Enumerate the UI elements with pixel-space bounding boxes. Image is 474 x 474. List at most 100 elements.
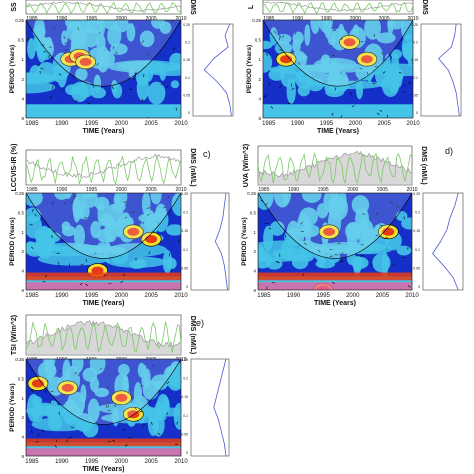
phase-arrow <box>331 112 334 116</box>
phase-arrow <box>360 244 364 246</box>
heatmap-blob-cyan <box>46 363 54 383</box>
wavelet-frame <box>257 192 413 291</box>
gws-frame <box>420 23 462 117</box>
cone-of-influence <box>26 359 181 425</box>
wavelet-xtick-label: 2000 <box>115 121 129 127</box>
phase-arrow <box>120 281 124 283</box>
phase-arrow <box>408 81 412 85</box>
wavelet-ytick-label: 8 <box>21 288 24 293</box>
phase-arrow <box>52 85 54 90</box>
phase-arrow <box>134 407 137 410</box>
heatmap-blob-cyan <box>82 25 100 48</box>
phase-arrow <box>178 239 180 243</box>
heatmap-blob-cyan <box>169 370 181 388</box>
phase-arrow <box>112 439 116 442</box>
series-line-gray <box>262 1 414 12</box>
significance-contour <box>27 376 49 391</box>
heatmap-band-cyan <box>269 64 339 75</box>
wavelet-ytick-label: 4 <box>21 96 24 101</box>
phase-arrow <box>83 217 87 219</box>
timeseries-xtick-label: 2010 <box>175 187 186 193</box>
phase-arrow <box>115 51 118 55</box>
wavelet-ytick-label: 8 <box>21 116 24 121</box>
gws-tick-label: 0.25 <box>181 192 188 196</box>
heatmap-hot-zone <box>61 383 74 392</box>
heatmap-blob-cyan <box>274 41 292 55</box>
heatmap-blob-cyan <box>104 219 118 243</box>
gws-line <box>213 358 227 457</box>
wavelet-frame <box>25 19 182 119</box>
heatmap-blob-cyan <box>71 359 84 374</box>
gws-tick-label: 0.2 <box>183 211 188 215</box>
heatmap-blob-cyan <box>401 217 412 230</box>
heatmap-blob-cyan <box>113 20 129 33</box>
panel-c: LCCVIS-IR (%) DMS (nM/L) 1985 1990 1995 2000 2… <box>9 144 230 307</box>
phase-arrow <box>142 221 145 225</box>
timeseries-ylabel: L <box>248 4 255 9</box>
phase-arrow <box>131 211 135 214</box>
wavelet-xtick-label: 2005 <box>145 121 159 127</box>
gws-tick-label: 0.25 <box>181 358 188 362</box>
wavelet-ytick-label: 0.5 <box>18 38 25 43</box>
heatmap-blob-cyan <box>82 367 98 382</box>
significance-contour <box>111 390 132 406</box>
wavelet-xtick-label: 2000 <box>115 459 129 465</box>
panel-e: TSI (W/m^2)DMS (nM/L)1985199019952000200… <box>9 314 230 473</box>
heatmap-low-band <box>26 104 181 118</box>
significance-contour <box>123 224 144 240</box>
timeseries-y2label: DMS <box>421 0 428 15</box>
heatmap-blob-cyan <box>94 196 110 211</box>
heatmap-blob-cyan <box>139 30 155 48</box>
phase-arrow <box>123 201 127 203</box>
timeseries-xtick-label: 1990 <box>56 187 67 193</box>
gws-tick-label: 0.15 <box>183 58 190 62</box>
phase-arrow <box>332 281 335 284</box>
phase-arrow <box>167 195 170 199</box>
phase-arrow <box>85 283 89 286</box>
phase-arrow <box>107 386 110 390</box>
gws-tick-label: 0 <box>188 111 190 115</box>
timeseries-xtick-label: 1995 <box>318 187 329 193</box>
cone-of-influence <box>26 193 181 259</box>
wavelet-ytick-label: 2 <box>21 415 24 420</box>
phase-arrow <box>351 105 355 108</box>
timeseries-xtick-label: 2005 <box>146 16 157 22</box>
wavelet-ytick-label: 0.5 <box>255 38 262 43</box>
phase-arrow <box>57 261 59 265</box>
phase-arrow <box>317 249 321 253</box>
heatmap-blob-cyan <box>304 217 312 244</box>
gws-line <box>432 192 459 291</box>
wavelet-xtick-label: 2010 <box>174 293 188 299</box>
gws-line <box>203 23 232 117</box>
wavelet-ytick-label: 0.25 <box>15 191 24 196</box>
heatmap-blob-cyan <box>151 20 165 29</box>
wavelet-ytick-label: 0.25 <box>252 18 261 23</box>
phase-arrow <box>279 49 283 51</box>
gws-tick-label: 0.25 <box>183 23 190 27</box>
timeseries-xtick-label: 1995 <box>321 16 332 22</box>
heatmap-blob-cyan <box>89 20 105 26</box>
heatmap-band-cyan <box>146 65 181 76</box>
heatmap-blob-cyan <box>318 20 333 33</box>
gws-frame <box>190 358 230 457</box>
wavelet-xtick-label: 1985 <box>25 293 39 299</box>
phase-arrow <box>41 430 45 433</box>
timeseries-xtick-label: 2010 <box>407 16 418 22</box>
series-line-green <box>25 1 182 15</box>
heatmap-blob-cyan <box>338 193 347 214</box>
wavelet-ylabel: PERIOD (Years) <box>241 217 248 265</box>
heatmap-blob-cyan <box>165 224 181 236</box>
significance-contour <box>75 54 96 70</box>
heatmap-blob-cyan <box>136 75 149 101</box>
wavelet-ytick-label: 4 <box>253 269 256 274</box>
phase-arrow <box>366 71 369 75</box>
wavelet-xtick-label: 1995 <box>85 293 99 299</box>
heatmap-blob-cyan <box>90 87 106 99</box>
heatmap-blob-cyan <box>82 193 98 208</box>
phase-arrow <box>303 242 307 246</box>
phase-arrow <box>70 426 74 428</box>
gws-tick-label: 0.05 <box>181 432 188 436</box>
wavelet-xtick-label: 2000 <box>115 293 129 299</box>
heatmap-hot-zone <box>127 410 140 419</box>
